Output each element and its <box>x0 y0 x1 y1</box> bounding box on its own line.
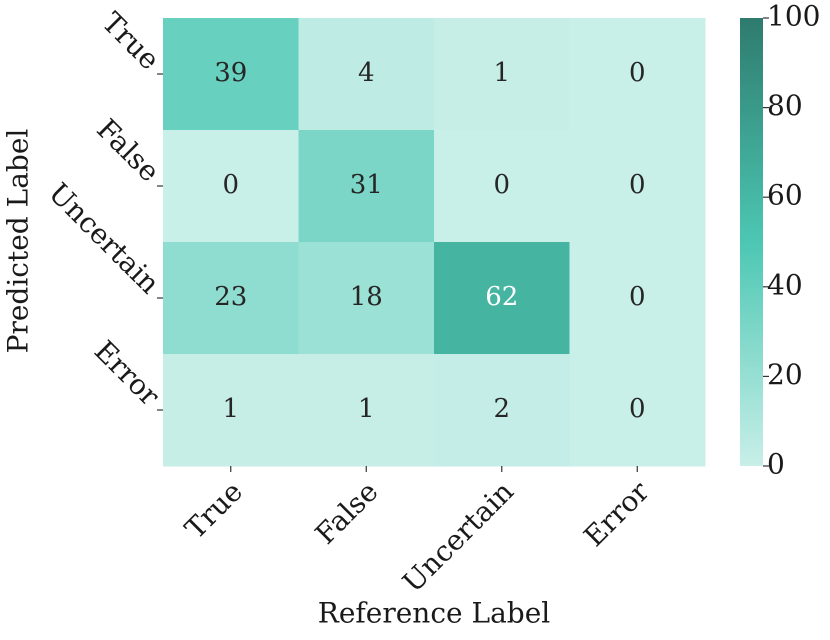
cell-value: 23 <box>214 282 247 312</box>
cell-value: 0 <box>222 170 239 200</box>
cell-value: 0 <box>629 170 646 200</box>
heatmap-cell <box>298 18 435 131</box>
heatmap-cell <box>163 130 299 243</box>
cell-value: 1 <box>358 394 375 424</box>
cell-value: 0 <box>629 58 646 88</box>
x-axis-label: Reference Label <box>318 597 551 630</box>
colorbar-tick-label: 60 <box>767 179 803 212</box>
heatmap-cell <box>434 354 570 467</box>
heatmap-cell <box>163 18 299 131</box>
colorbar-tick-label: 100 <box>767 0 820 33</box>
heatmap-cell <box>569 354 706 467</box>
y-tick-label: True <box>96 6 166 76</box>
colorbar <box>740 18 763 466</box>
y-tick-label: Uncertain <box>42 176 166 300</box>
heatmap-cell <box>163 354 299 467</box>
cell-value: 0 <box>629 394 646 424</box>
y-tick-label: Error <box>88 334 167 413</box>
colorbar-tick-label: 20 <box>767 358 803 391</box>
cell-value: 62 <box>485 282 518 312</box>
cell-value: 1 <box>493 58 510 88</box>
y-tick-label: False <box>90 113 166 189</box>
x-tick-label: Error <box>577 474 656 553</box>
heatmap-cell <box>163 242 299 355</box>
x-tick-label: True <box>179 475 249 545</box>
heatmap-cell <box>569 130 706 243</box>
heatmap-cell <box>569 242 706 355</box>
colorbar-tick-label: 40 <box>767 268 803 301</box>
cell-value: 39 <box>214 58 247 88</box>
heatmap-cell <box>298 242 435 355</box>
cell-value: 4 <box>358 58 375 88</box>
heatmap-cell <box>298 354 435 467</box>
x-tick-label: Uncertain <box>396 475 520 599</box>
heatmap-cell <box>434 242 570 355</box>
cell-value: 0 <box>493 170 510 200</box>
heatmap-cell <box>434 130 570 243</box>
cell-value: 0 <box>629 282 646 312</box>
colorbar-tick-label: 0 <box>767 448 785 481</box>
cell-value: 2 <box>493 394 510 424</box>
colorbar-tick-label: 80 <box>767 89 803 122</box>
heatmap-cell <box>569 18 706 131</box>
cell-value: 18 <box>350 282 383 312</box>
heatmap-cell <box>434 18 570 131</box>
cell-value: 31 <box>350 170 383 200</box>
heatmap-cell <box>298 130 435 243</box>
y-axis-label: Predicted Label <box>2 129 35 354</box>
x-tick-label: False <box>309 475 385 551</box>
cell-value: 1 <box>222 394 239 424</box>
